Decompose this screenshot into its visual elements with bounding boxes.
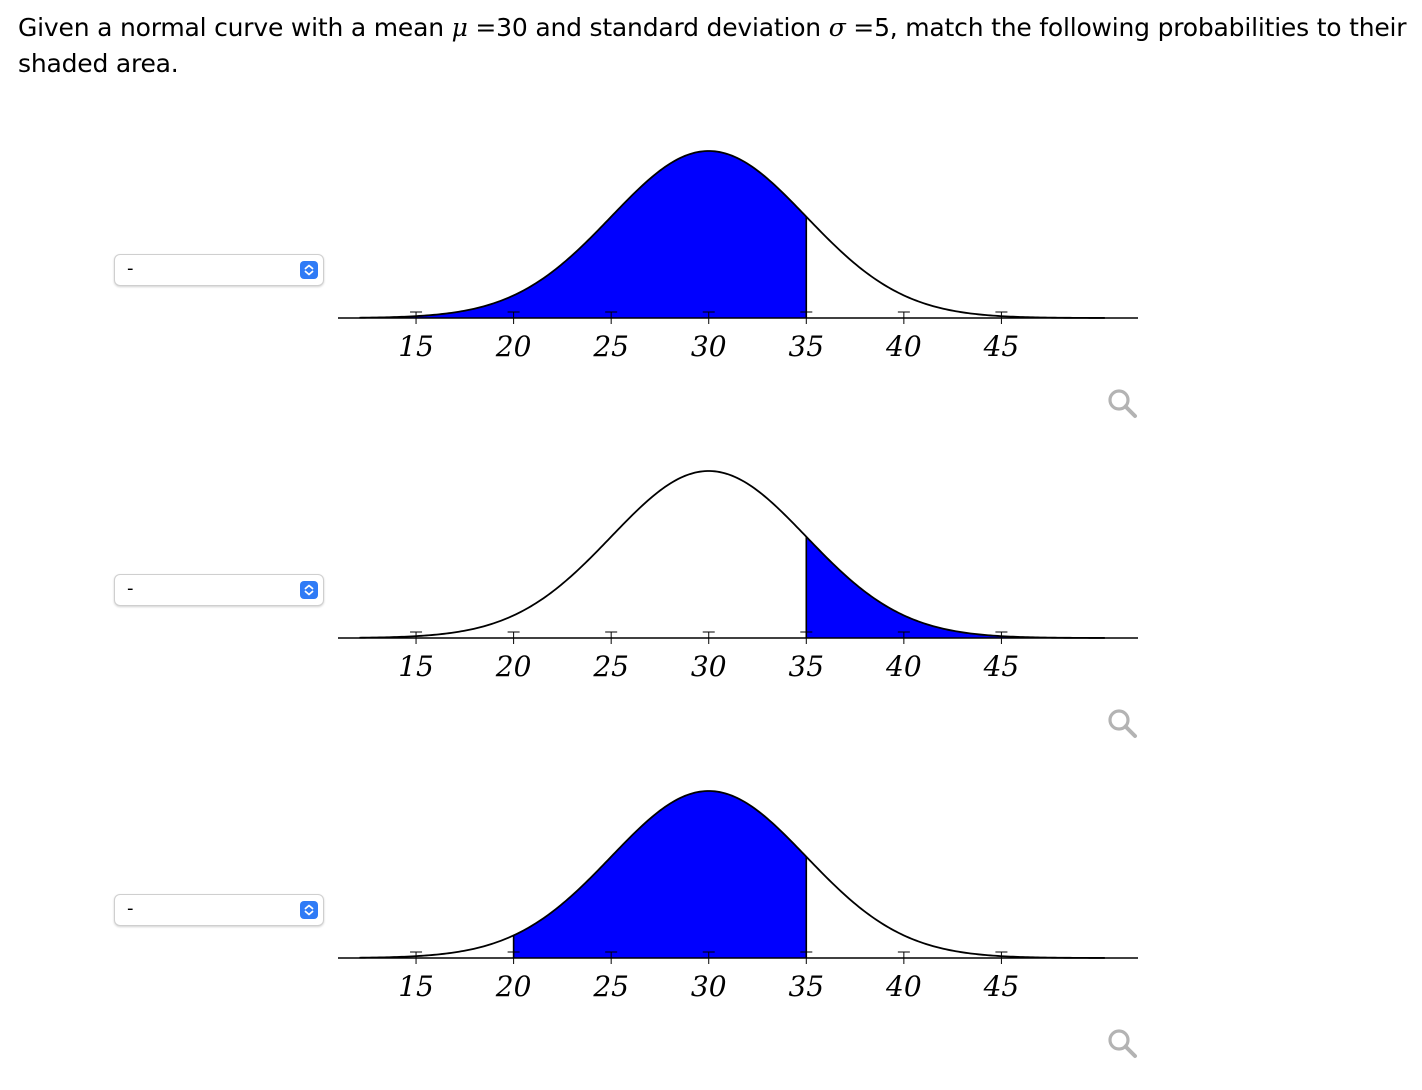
normal-curve [359, 790, 1105, 959]
sigma-equals: = [845, 13, 875, 42]
select-value-3: - [127, 898, 134, 919]
magnifier-icon[interactable] [1102, 383, 1142, 423]
probability-select-1[interactable]: - [114, 254, 324, 286]
tick-label: 40 [885, 970, 922, 1003]
shaded-area [806, 536, 1105, 638]
tick-label: 45 [983, 330, 1020, 363]
tick-label: 30 [691, 330, 727, 363]
tick-label: 40 [885, 330, 922, 363]
tick-label: 35 [788, 650, 824, 683]
question-part-1: Given a normal curve with a mean [18, 13, 452, 42]
probability-select-2[interactable]: - [114, 574, 324, 606]
question-part-3: , match the following probabilities to t… [18, 13, 1407, 78]
sigma-symbol: σ [828, 13, 846, 42]
normal-curve [359, 150, 1105, 319]
select-arrows-icon[interactable] [300, 901, 318, 919]
tick-label: 15 [398, 970, 434, 1003]
tick-label: 25 [592, 970, 629, 1003]
tick-label: 30 [691, 650, 727, 683]
match-row-1: - 15 20 25 30 35 40 45 [0, 120, 1422, 440]
select-value-1: - [127, 258, 134, 279]
match-row-2: - 15 20 25 30 35 40 45 [0, 440, 1422, 760]
tick-label: 35 [788, 330, 824, 363]
match-row-3: - 15 20 25 30 35 40 45 [0, 760, 1422, 1080]
question-part-2: and standard deviation [527, 13, 829, 42]
question-text: Given a normal curve with a mean μ =30 a… [18, 10, 1408, 82]
tick-label: 35 [788, 970, 824, 1003]
sigma-value: 5 [874, 13, 890, 42]
mu-value: 30 [496, 13, 528, 42]
magnifier-icon[interactable] [1102, 703, 1142, 743]
normal-curve [359, 470, 1105, 639]
shaded-area [359, 151, 807, 318]
tick-label: 20 [495, 650, 532, 683]
probability-select-3[interactable]: - [114, 894, 324, 926]
tick-label: 20 [495, 330, 532, 363]
tick-label: 30 [691, 970, 727, 1003]
normal-curve-chart-3: 15 20 25 30 35 40 45 [338, 790, 1138, 1003]
tick-label: 20 [495, 970, 532, 1003]
select-value-2: - [127, 578, 134, 599]
select-arrows-icon[interactable] [300, 581, 318, 599]
tick-label: 15 [398, 330, 434, 363]
magnifier-icon[interactable] [1102, 1023, 1142, 1063]
mu-equals: = [467, 13, 497, 42]
tick-label: 45 [983, 970, 1020, 1003]
tick-label: 15 [398, 650, 434, 683]
select-arrows-icon[interactable] [300, 261, 318, 279]
shaded-area [513, 791, 807, 958]
mu-symbol: μ [451, 13, 468, 42]
tick-label: 25 [592, 650, 629, 683]
tick-label: 25 [592, 330, 629, 363]
tick-label: 40 [885, 650, 922, 683]
normal-curve-chart-2: 15 20 25 30 35 40 45 [338, 470, 1138, 683]
tick-label: 45 [983, 650, 1020, 683]
normal-curve-chart-1: 15 20 25 30 35 40 45 [338, 150, 1138, 363]
